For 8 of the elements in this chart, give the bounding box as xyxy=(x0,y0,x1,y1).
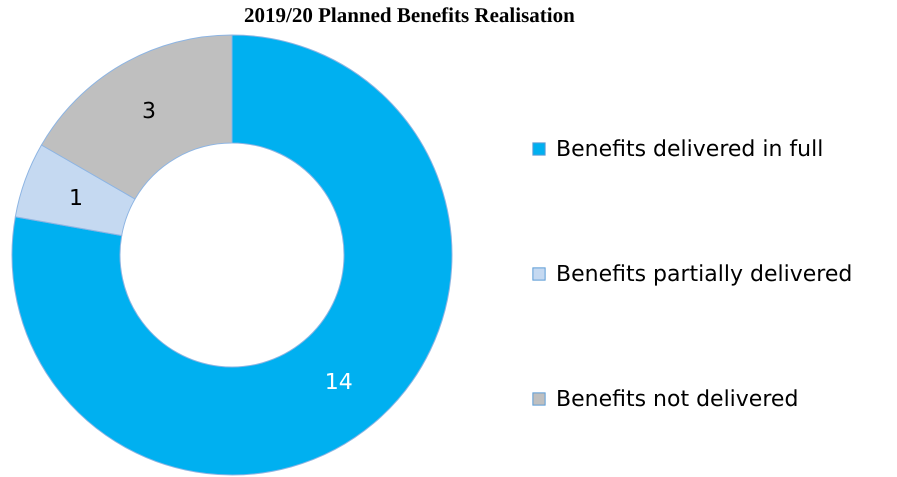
legend-label: Benefits partially delivered xyxy=(556,262,852,287)
data-label: 3 xyxy=(142,99,156,124)
data-label: 14 xyxy=(324,370,353,396)
legend-label: Benefits delivered in full xyxy=(556,137,824,162)
donut-slice xyxy=(12,34,452,476)
data-label: 1 xyxy=(69,186,84,212)
legend-label: Benefits not delivered xyxy=(556,387,798,412)
chart-title: 2019/20 Planned Benefits Realisation xyxy=(244,3,576,27)
